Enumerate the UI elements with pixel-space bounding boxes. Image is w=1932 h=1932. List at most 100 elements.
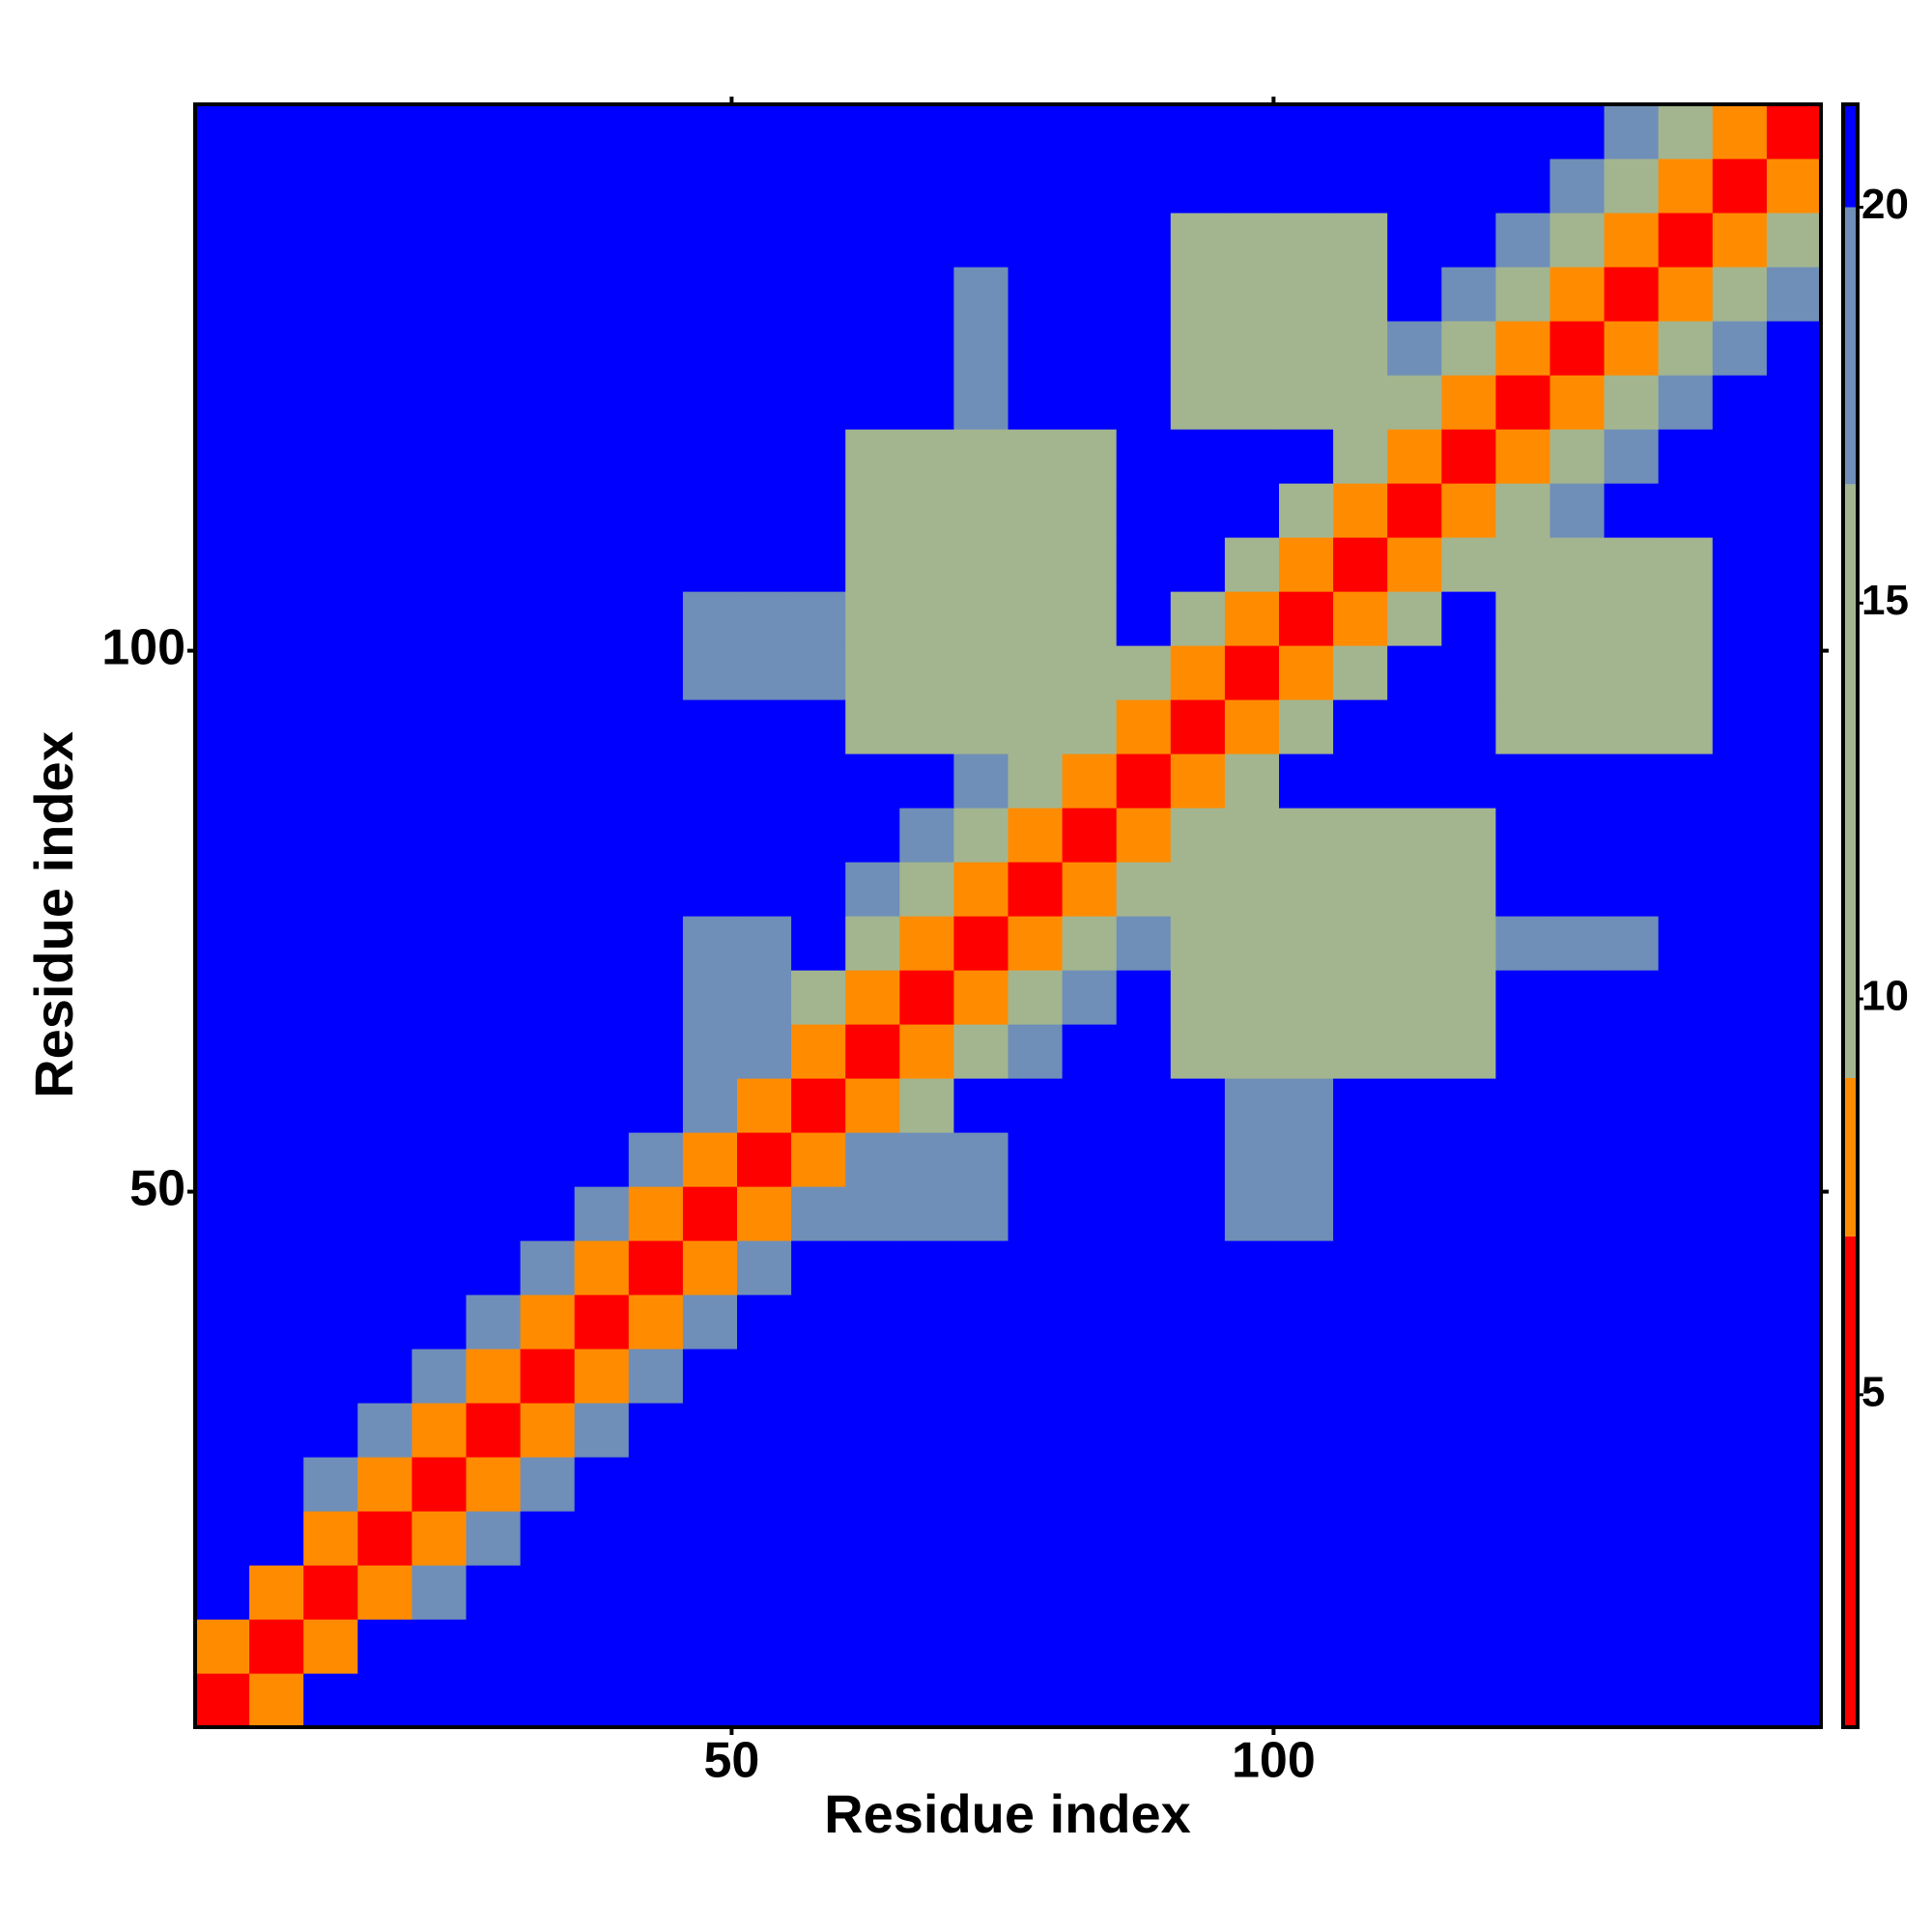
heatmap-cell: [466, 158, 522, 213]
heatmap-cell: [1712, 158, 1768, 213]
heatmap-cell: [1170, 1673, 1226, 1728]
heatmap-cell: [1495, 321, 1551, 376]
heatmap-cell: [1604, 1673, 1660, 1728]
heatmap-cell: [1279, 1294, 1334, 1350]
heatmap-cell: [1766, 645, 1822, 700]
heatmap-cell: [303, 321, 358, 376]
heatmap-cell: [1333, 1403, 1388, 1458]
heatmap-cell: [845, 645, 900, 700]
heatmap-cell: [520, 645, 576, 700]
heatmap-cell: [1224, 321, 1280, 376]
heatmap-cell: [845, 1349, 900, 1404]
heatmap-cell: [466, 916, 522, 971]
heatmap-cell: [845, 429, 900, 484]
heatmap-cell: [1712, 1294, 1768, 1350]
heatmap-cell: [1495, 483, 1551, 538]
heatmap-cell: [303, 1619, 358, 1674]
heatmap-cell: [1495, 1673, 1551, 1728]
heatmap-cell: [1766, 267, 1822, 322]
heatmap-cell: [303, 1186, 358, 1241]
heatmap-cell: [1224, 1294, 1280, 1350]
heatmap-cell: [574, 213, 630, 268]
heatmap-cell: [899, 1349, 954, 1404]
heatmap-cell: [1224, 699, 1280, 754]
heatmap-cell: [1712, 1565, 1768, 1620]
heatmap-cell: [1387, 1565, 1442, 1620]
heatmap-cell: [1224, 1457, 1280, 1512]
heatmap-cell: [1387, 1511, 1442, 1566]
heatmap-cell: [845, 591, 900, 646]
heatmap-cell: [303, 1457, 358, 1512]
heatmap-cell: [1495, 645, 1551, 700]
heatmap-cell: [195, 1403, 250, 1458]
heatmap-cell: [1387, 1457, 1442, 1512]
heatmap-cell: [195, 970, 250, 1025]
heatmap-cell: [1170, 1240, 1226, 1295]
heatmap-cell: [1008, 321, 1064, 376]
heatmap-cell: [249, 862, 304, 917]
heatmap-cell: [1333, 1457, 1388, 1512]
heatmap-cell: [466, 970, 522, 1025]
heatmap-cell: [1224, 104, 1280, 159]
heatmap-cell: [1062, 483, 1118, 538]
heatmap-cell: [1008, 1240, 1064, 1295]
heatmap-cell: [1224, 1132, 1280, 1187]
heatmap-cell: [249, 1294, 304, 1350]
heatmap-cell: [1604, 1403, 1660, 1458]
heatmap-cell: [1387, 1132, 1442, 1187]
y-axis-label: Residue index: [23, 731, 84, 1098]
heatmap-cell: [1387, 1673, 1442, 1728]
heatmap-cell: [953, 1619, 1009, 1674]
heatmap-cell: [1224, 1511, 1280, 1566]
heatmap-cell: [628, 699, 684, 754]
heatmap-cell: [1170, 375, 1226, 430]
heatmap-cell: [520, 104, 576, 159]
heatmap-cell: [357, 645, 412, 700]
heatmap-cell: [737, 1294, 792, 1350]
heatmap-cell: [628, 1186, 684, 1241]
heatmap-cell: [1224, 1240, 1280, 1295]
heatmap-cell: [1441, 1132, 1496, 1187]
heatmap-cell: [303, 483, 358, 538]
heatmap-cell: [1549, 1673, 1605, 1728]
heatmap-cell: [682, 104, 738, 159]
heatmap-cell: [899, 753, 954, 809]
colorbar-tick-label: 15: [1861, 577, 1909, 624]
heatmap-cell: [899, 158, 954, 213]
heatmap-cell: [682, 699, 738, 754]
heatmap-cell: [195, 213, 250, 268]
heatmap-cell: [791, 916, 846, 971]
heatmap-cell: [195, 1024, 250, 1079]
heatmap-cell: [953, 862, 1009, 917]
heatmap-cell: [1170, 699, 1226, 754]
heatmap-cell: [1279, 1024, 1334, 1079]
heatmap-cell: [791, 1349, 846, 1404]
heatmap-cell: [520, 591, 576, 646]
heatmap-cell: [682, 1294, 738, 1350]
heatmap-cell: [682, 1078, 738, 1133]
heatmap-cell: [953, 1024, 1009, 1079]
heatmap-cell: [357, 1349, 412, 1404]
heatmap-cell: [1387, 1240, 1442, 1295]
heatmap-cell: [357, 158, 412, 213]
heatmap-cell: [899, 1619, 954, 1674]
heatmap-cell: [1441, 808, 1496, 863]
heatmap-cell: [1441, 970, 1496, 1025]
y-tick-label: 50: [129, 1160, 185, 1216]
heatmap-cell: [1279, 213, 1334, 268]
heatmap-cell: [1495, 916, 1551, 971]
heatmap-cell: [1387, 267, 1442, 322]
heatmap-cell: [412, 1511, 468, 1566]
heatmap-cell: [195, 537, 250, 592]
colorbar-tick-label: 5: [1861, 1368, 1885, 1415]
heatmap-cell: [1279, 537, 1334, 592]
heatmap-cell: [520, 1078, 576, 1133]
heatmap-cell: [303, 213, 358, 268]
heatmap-cell: [1658, 1511, 1714, 1566]
heatmap-cell: [628, 1132, 684, 1187]
heatmap-cell: [1062, 158, 1118, 213]
heatmap-cell: [845, 213, 900, 268]
heatmap-cell: [628, 321, 684, 376]
heatmap-cell: [412, 645, 468, 700]
heatmap-cell: [953, 645, 1009, 700]
